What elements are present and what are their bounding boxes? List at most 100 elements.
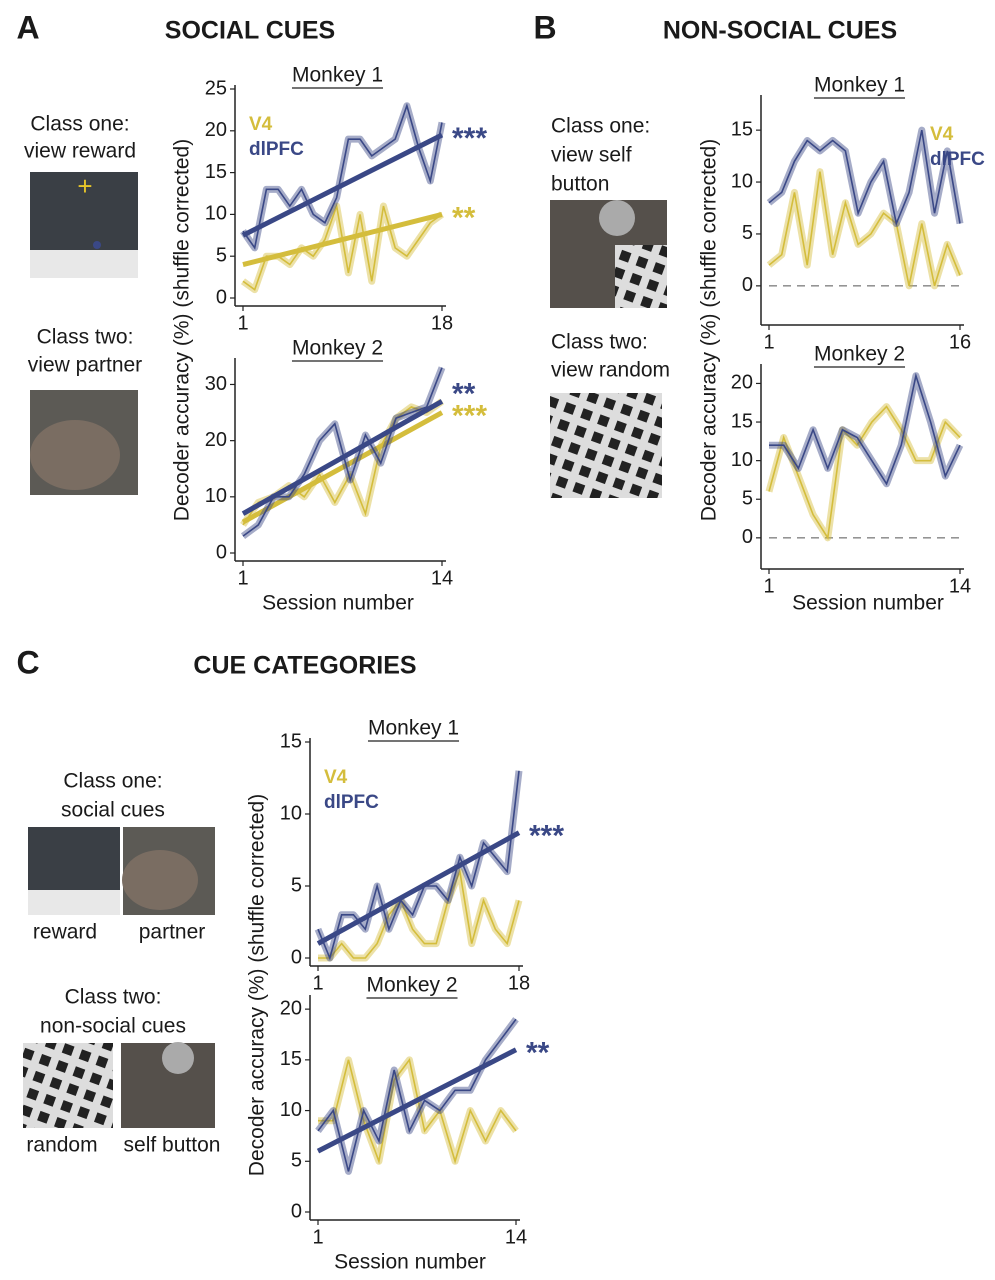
class-text: Class one: [551,115,650,138]
series-line [769,372,961,486]
image-caption: reward [33,921,97,944]
y-tick-label: 0 [742,526,753,548]
class-text: view random [551,359,670,382]
y-tick-label: 5 [742,488,753,510]
series-line [768,129,961,227]
y-tick-label: 10 [731,170,753,192]
gaze-dot [93,241,101,249]
y-tick-label: 10 [205,203,227,225]
y-axis-label: Decoder accuracy (%) (shuffle corrected) [698,139,721,521]
significance-stars: ** [452,201,476,234]
y-tick-label: 15 [280,730,302,752]
cue-image-detail [30,250,138,278]
legend-label: V4 [249,114,273,135]
y-tick-label: 10 [280,802,302,824]
legend-label: dlPFC [249,139,304,160]
y-tick-label: 5 [291,874,302,896]
panel-label: A [16,9,39,45]
y-tick-label: 0 [742,274,753,296]
significance-stars: ** [526,1037,550,1070]
x-axis-label: Session number [334,1251,486,1274]
class-text: view partner [28,354,142,377]
series-line [318,1057,517,1165]
y-tick-label: 0 [216,541,227,563]
cue-image [550,393,662,498]
trend-line [241,132,444,238]
panel-title: NON-SOCIAL CUES [663,17,897,45]
y-tick-label: 25 [205,77,227,99]
cue-image-detail [162,1042,194,1074]
y-tick-label: 10 [280,1099,302,1121]
y-axis-label: Decoder accuracy (%) (shuffle corrected) [171,139,194,521]
x-tick-label: 14 [949,575,971,597]
chart-title: Monkey 1 [292,64,383,87]
panel-title: CUE CATEGORIES [193,652,416,680]
significance-stars: *** [452,122,487,155]
y-tick-label: 20 [205,119,227,141]
cue-image-detail [122,850,198,910]
y-tick-label: 15 [731,410,753,432]
y-tick-label: 30 [205,373,227,395]
trend-line [241,410,444,525]
trend-line [316,1047,518,1154]
chart-title: Monkey 2 [814,343,905,366]
x-tick-label: 1 [237,312,248,334]
series-line [242,367,443,537]
chart-title: Monkey 2 [292,337,383,360]
y-tick-label: 15 [731,118,753,140]
significance-stars: ** [452,377,476,410]
x-tick-label: 18 [508,972,530,994]
x-axis-label: Session number [262,592,414,615]
gaze-cross: + [77,171,92,201]
y-tick-label: 10 [731,449,753,471]
y-axis-label: Decoder accuracy (%) (shuffle corrected) [246,794,269,1176]
class-text: view self [551,144,632,167]
y-tick-label: 15 [205,161,227,183]
significance-stars: *** [452,399,487,432]
class-text: Class two: [37,326,134,349]
chart-title: Monkey 1 [814,74,905,97]
legend-label: dlPFC [930,149,985,170]
series-line [768,405,961,541]
y-tick-label: 0 [216,286,227,308]
panel-label: C [16,644,39,680]
cue-image-detail [599,200,635,236]
image-caption: self button [124,1134,221,1157]
x-tick-label: 14 [431,567,453,589]
legend-label: V4 [324,767,348,788]
x-axis-label: Session number [792,592,944,615]
class-text: Class two: [65,986,162,1009]
x-tick-label: 1 [763,331,774,353]
series-line [318,868,520,959]
class-text: Class one: [30,113,129,136]
class-text: view reward [24,140,136,163]
cue-image-detail [28,890,120,915]
class-text: button [551,173,609,196]
y-tick-label: 20 [280,997,302,1019]
cue-image-detail [615,245,667,308]
cue-image [23,1043,113,1128]
y-tick-label: 0 [291,1200,302,1222]
trend-line [242,211,443,267]
x-tick-label: 18 [431,312,453,334]
y-tick-label: 10 [205,485,227,507]
trend-line [241,399,444,516]
x-tick-label: 16 [949,331,971,353]
significance-stars: *** [529,820,564,853]
image-caption: partner [139,921,206,944]
cue-image-detail [30,420,120,490]
x-tick-label: 14 [505,1226,527,1248]
panel-title: SOCIAL CUES [165,17,335,45]
y-tick-label: 0 [291,946,302,968]
y-tick-label: 20 [205,429,227,451]
legend-label: V4 [930,124,954,145]
class-text: Class one: [63,770,162,793]
x-tick-label: 1 [312,1226,323,1248]
class-text: social cues [61,799,165,822]
trend-line [316,830,521,946]
series-line [768,171,961,287]
y-tick-label: 5 [216,244,227,266]
y-tick-label: 5 [291,1150,302,1172]
x-tick-label: 1 [237,567,248,589]
